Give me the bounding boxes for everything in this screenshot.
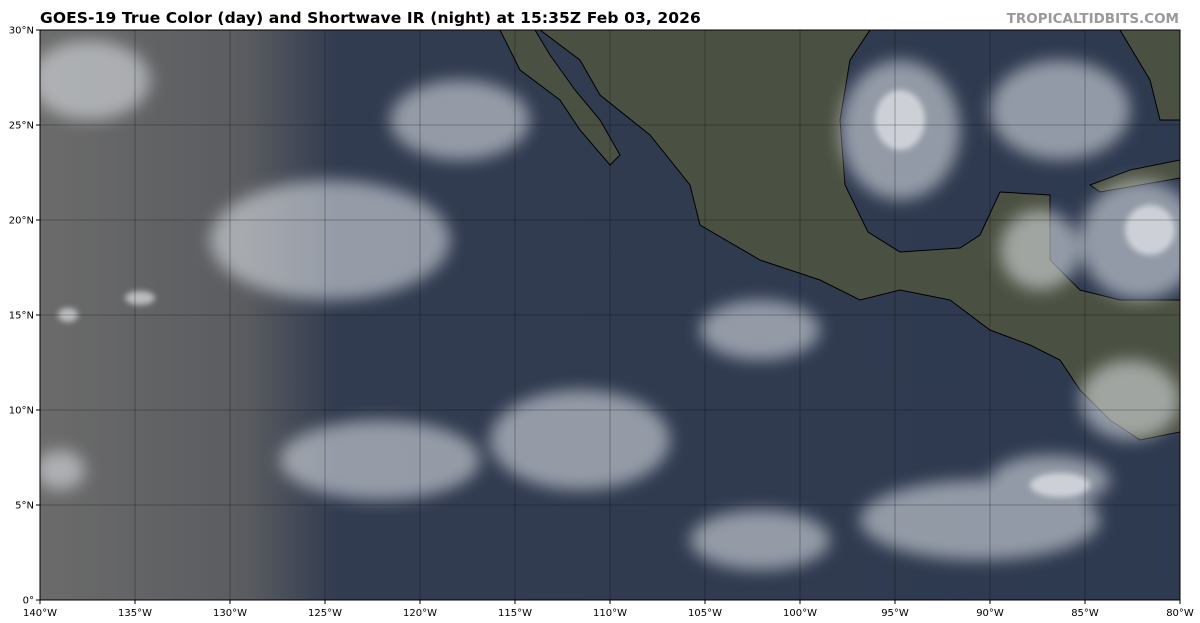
lon-tick-label: 105°W xyxy=(688,608,722,619)
lat-tick-label: 5°N xyxy=(15,501,34,512)
land-usa-florida xyxy=(1000,30,1180,121)
land-mexico-central-america xyxy=(539,30,1180,441)
lon-tick-label: 80°W xyxy=(1166,608,1194,619)
lat-tick-label: 15°N xyxy=(9,311,34,322)
lat-tick-label: 25°N xyxy=(9,121,34,132)
lon-tick-label: 130°W xyxy=(213,608,247,619)
axis-ticks: 140°W 135°W 130°W 125°W 120°W 115°W 110°W 105°W… xyxy=(9,26,1194,620)
lat-lon-grid xyxy=(40,30,1180,600)
lon-tick-label: 110°W xyxy=(593,608,627,619)
lat-tick-label: 10°N xyxy=(9,406,34,417)
lon-tick-label: 120°W xyxy=(403,608,437,619)
lat-tick-label: 20°N xyxy=(9,216,34,227)
lon-tick-label: 135°W xyxy=(118,608,152,619)
lon-tick-label: 125°W xyxy=(308,608,342,619)
lat-tick-label: 30°N xyxy=(9,26,34,37)
cloud-cover xyxy=(40,40,1180,570)
lon-tick-label: 100°W xyxy=(783,608,817,619)
lon-tick-label: 90°W xyxy=(976,608,1004,619)
lon-tick-label: 95°W xyxy=(881,608,909,619)
bright-cloud-cores xyxy=(58,90,1175,497)
land-baja-california xyxy=(499,30,621,166)
lon-tick-label: 85°W xyxy=(1071,608,1099,619)
lon-tick-label: 140°W xyxy=(23,608,57,619)
land-cuba xyxy=(1088,159,1180,193)
lon-tick-label: 115°W xyxy=(498,608,532,619)
map-title: GOES-19 True Color (day) and Shortwave I… xyxy=(40,9,701,27)
credit-watermark: TROPICALTIDBITS.COM xyxy=(1006,11,1179,27)
lat-tick-label: 0° xyxy=(23,596,34,607)
